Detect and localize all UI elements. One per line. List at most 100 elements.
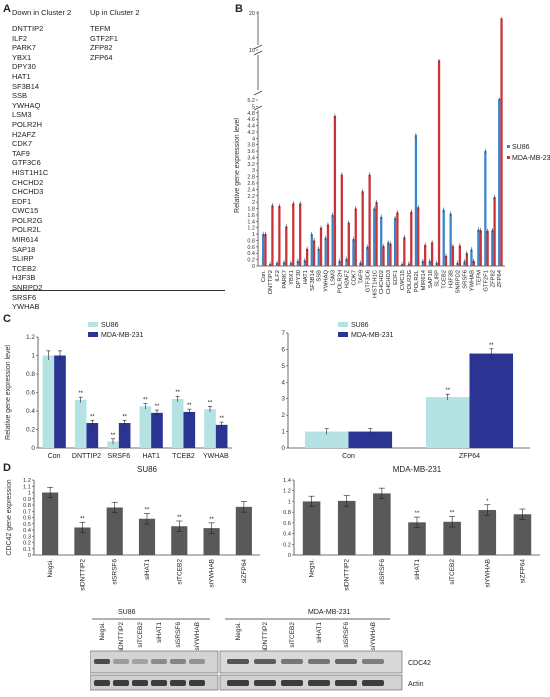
bar-su86	[324, 237, 327, 266]
x-tick-label: YWHAB	[469, 270, 475, 291]
y-tick-label: 0.6	[283, 521, 291, 527]
bar-mda-mb-231	[183, 411, 196, 448]
lane-label: siHAT1	[156, 622, 163, 643]
significance-mark: **	[177, 515, 182, 521]
bar-mda-mb-231	[389, 243, 392, 266]
y-tick-label: 1.2	[26, 334, 35, 341]
x-tick-label: SLIRP	[435, 270, 441, 287]
bar	[337, 500, 356, 555]
y-tick-label: 1.2	[247, 226, 255, 232]
bar-mda-mb-231	[319, 227, 323, 266]
bar-su86	[428, 260, 431, 266]
bar-mda-mb-231	[410, 211, 413, 266]
actin-band	[362, 680, 384, 686]
bar-su86	[296, 260, 300, 266]
x-tick-label: DNTTIP2	[268, 270, 274, 294]
bar-mda-mb-231	[444, 255, 448, 266]
bar-su86	[414, 135, 418, 266]
y-tick-label: 3.4	[247, 155, 255, 161]
bar-mda-mb-231	[305, 248, 309, 266]
x-tick-label: DPY30	[296, 270, 302, 288]
actin-band	[227, 680, 249, 686]
x-tick-label: Con	[48, 453, 61, 460]
y-tick-label: 1.6	[247, 213, 255, 219]
bar-su86	[352, 239, 355, 266]
bar-su86	[204, 409, 216, 448]
x-tick-label: POLR2H	[338, 270, 344, 293]
legend-swatch	[338, 332, 348, 337]
legend-label: SU86	[512, 144, 530, 151]
x-tick-label: SRSF6	[108, 453, 131, 460]
bar-su86	[310, 234, 313, 266]
bar-mda-mb-231	[285, 226, 288, 266]
bar	[203, 528, 220, 555]
axis-break-mark	[253, 105, 263, 111]
x-tick-label: YWHAQ	[324, 270, 330, 292]
gene-item: TEFM	[90, 24, 111, 33]
significance-mark: **	[78, 391, 83, 397]
lane-label: siDNTTIP2	[118, 622, 125, 654]
x-tick-label: TEFM	[476, 270, 482, 286]
gene-item: HIST1H1C	[12, 167, 49, 177]
gene-item: PARK7	[12, 43, 37, 53]
x-tick-label: Con.	[261, 270, 267, 283]
y-axis-label: Relative gene expression level	[234, 118, 241, 213]
bar-mda-mb-231	[430, 242, 434, 266]
x-tick-label: CHCHD3	[386, 270, 392, 294]
bar-su86	[387, 242, 390, 266]
x-tick-label: Con	[342, 453, 355, 460]
legend-label: MDA-MB-231	[512, 155, 550, 162]
panel-label-a: A	[3, 3, 11, 15]
y-tick-label: 6	[281, 346, 285, 353]
bar-su86	[380, 216, 383, 266]
y-tick-label: 1	[31, 353, 35, 360]
y-tick-label: 2	[252, 200, 255, 206]
bar	[138, 518, 156, 555]
bar	[42, 492, 59, 555]
gene-item: TCEB2	[12, 263, 37, 273]
lane-label: siTCEB2	[289, 622, 296, 648]
y-tick-label: 1.2	[283, 489, 291, 495]
bar-mda-mb-231	[271, 205, 274, 266]
axis-break-mark	[253, 50, 263, 56]
lane-label: Negsi.	[235, 622, 242, 641]
legend-label: MDA-MB-231	[101, 332, 144, 339]
bar-su86	[74, 399, 87, 448]
chart-title: MDA-MB-231	[393, 465, 442, 474]
chart-c-left: 0 0.2 0.4 0.6 0.8 1 1.2 Relative gene expressio…	[5, 322, 232, 460]
row-label-actin: Actin	[408, 681, 424, 688]
down-header: Down in Cluster 2	[12, 8, 72, 17]
x-tick-label: CHCHD2	[379, 270, 385, 294]
y-tick-label: 0.8	[283, 510, 291, 516]
y-tick-label: 4	[281, 379, 285, 386]
x-tick-label: YBX1	[289, 270, 295, 285]
panel-label-c: C	[3, 313, 11, 325]
y-tick-label: 4.4	[247, 124, 255, 130]
bar-mda-mb-231	[465, 253, 468, 266]
panel-label-d: D	[3, 462, 11, 474]
bar-mda-mb-231	[472, 260, 475, 266]
lane-label: siYWHAB	[370, 622, 377, 651]
y-tick-label: 0	[281, 445, 285, 452]
y-tick-label: 1.1	[23, 484, 31, 490]
gene-item: SLIRP	[12, 254, 34, 264]
gene-item: DPY30	[12, 62, 36, 72]
gene-item: CHCHD2	[12, 177, 44, 187]
y-tick-label: 5	[252, 104, 255, 110]
bar-su86	[484, 151, 487, 266]
bar-mda-mb-231	[368, 174, 371, 266]
x-tick-label: siHAT1	[414, 559, 421, 580]
bar	[235, 506, 252, 555]
lane-label: Negsi.	[99, 622, 106, 641]
down-gene-list: DNTTIP2 ILF2 PARK7 YBX1 DPY30 HAT1 SF3B14 SSB YW…	[12, 24, 48, 312]
significance-mark: **	[219, 416, 224, 422]
bar-mda-mb-231	[375, 202, 378, 266]
y-axis-label: Relative gene expression level	[5, 345, 12, 440]
bar-su86	[42, 355, 55, 448]
actin-band	[113, 680, 129, 686]
y-tick-label: 2.8	[247, 175, 255, 181]
bar-mda-mb-231	[340, 174, 343, 266]
x-tick-label: ZFP64	[459, 453, 480, 460]
x-tick-label: H3F3B	[449, 270, 455, 288]
bar-mda-mb-231	[417, 207, 420, 266]
